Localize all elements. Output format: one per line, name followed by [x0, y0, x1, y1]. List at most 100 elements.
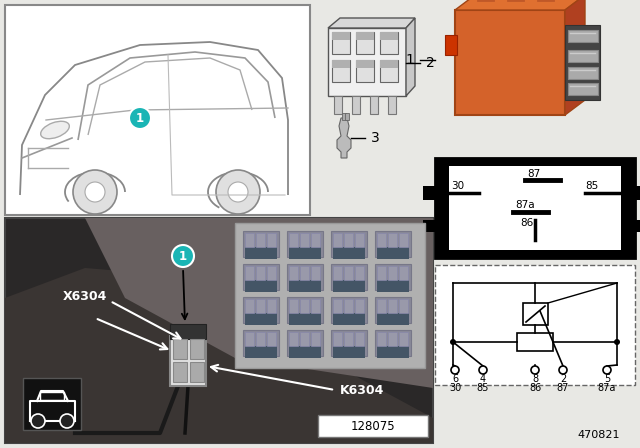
- Bar: [399, 299, 408, 313]
- Bar: [333, 346, 365, 358]
- Bar: [331, 231, 367, 257]
- Bar: [356, 32, 374, 54]
- Bar: [377, 266, 386, 280]
- Bar: [344, 233, 353, 247]
- Polygon shape: [328, 18, 415, 28]
- Text: 1: 1: [405, 53, 414, 67]
- Text: X6304: X6304: [63, 289, 108, 302]
- Bar: [170, 324, 206, 339]
- Bar: [331, 330, 367, 356]
- Text: 1: 1: [136, 112, 144, 125]
- Bar: [445, 35, 457, 55]
- Bar: [435, 265, 635, 385]
- Polygon shape: [85, 218, 433, 388]
- Bar: [423, 220, 436, 232]
- Bar: [355, 299, 364, 313]
- Bar: [356, 60, 374, 82]
- Circle shape: [60, 414, 74, 428]
- Bar: [568, 30, 598, 42]
- Bar: [256, 299, 265, 313]
- Text: 2: 2: [426, 56, 435, 70]
- Bar: [287, 231, 323, 257]
- Bar: [267, 266, 276, 280]
- Bar: [289, 280, 321, 292]
- Bar: [328, 28, 406, 96]
- Bar: [377, 313, 409, 325]
- Bar: [332, 60, 350, 82]
- Polygon shape: [455, 0, 585, 10]
- Bar: [243, 297, 279, 323]
- Bar: [333, 233, 342, 247]
- Bar: [380, 60, 398, 82]
- Circle shape: [603, 366, 611, 374]
- Bar: [342, 113, 346, 120]
- Bar: [267, 299, 276, 313]
- Bar: [300, 233, 309, 247]
- Text: 4: 4: [480, 374, 486, 384]
- Bar: [380, 60, 398, 68]
- Bar: [289, 299, 298, 313]
- Bar: [345, 113, 349, 120]
- Text: 86: 86: [529, 383, 541, 393]
- Bar: [333, 266, 342, 280]
- Bar: [243, 231, 279, 257]
- Bar: [355, 266, 364, 280]
- Bar: [568, 50, 598, 62]
- Bar: [399, 266, 408, 280]
- Bar: [455, 10, 565, 115]
- Bar: [300, 332, 309, 346]
- Polygon shape: [337, 118, 351, 158]
- Bar: [377, 280, 409, 292]
- Circle shape: [614, 339, 620, 345]
- Text: K6304: K6304: [340, 383, 385, 396]
- Text: 87: 87: [527, 169, 540, 179]
- Circle shape: [559, 366, 567, 374]
- Bar: [355, 332, 364, 346]
- Bar: [256, 233, 265, 247]
- Circle shape: [73, 170, 117, 214]
- Bar: [289, 266, 298, 280]
- Text: 8: 8: [532, 374, 538, 384]
- Bar: [235, 223, 425, 368]
- Bar: [388, 299, 397, 313]
- Bar: [190, 339, 204, 359]
- Circle shape: [31, 414, 45, 428]
- Bar: [331, 264, 367, 290]
- Bar: [375, 297, 411, 323]
- Circle shape: [172, 245, 194, 267]
- Text: 30: 30: [451, 181, 464, 191]
- Bar: [423, 186, 436, 200]
- Bar: [289, 247, 321, 259]
- Bar: [267, 332, 276, 346]
- Bar: [332, 32, 350, 40]
- Polygon shape: [5, 268, 433, 443]
- Bar: [40, 392, 64, 400]
- Text: 87a: 87a: [515, 200, 534, 210]
- Bar: [318, 415, 428, 437]
- Bar: [245, 346, 277, 358]
- Bar: [388, 233, 397, 247]
- Bar: [287, 297, 323, 323]
- Text: 5: 5: [604, 374, 610, 384]
- Bar: [356, 60, 374, 68]
- Bar: [399, 332, 408, 346]
- Bar: [289, 313, 321, 325]
- Bar: [311, 233, 320, 247]
- Bar: [245, 313, 277, 325]
- Polygon shape: [565, 0, 585, 115]
- Bar: [300, 266, 309, 280]
- Bar: [170, 336, 206, 386]
- Bar: [634, 186, 640, 200]
- Bar: [355, 233, 364, 247]
- Bar: [289, 346, 321, 358]
- Bar: [5, 218, 433, 443]
- Bar: [300, 299, 309, 313]
- Circle shape: [479, 366, 487, 374]
- Bar: [243, 330, 279, 356]
- Bar: [333, 280, 365, 292]
- Bar: [377, 346, 409, 358]
- Bar: [287, 330, 323, 356]
- Text: 30: 30: [449, 383, 461, 393]
- Bar: [568, 67, 598, 79]
- Bar: [245, 266, 254, 280]
